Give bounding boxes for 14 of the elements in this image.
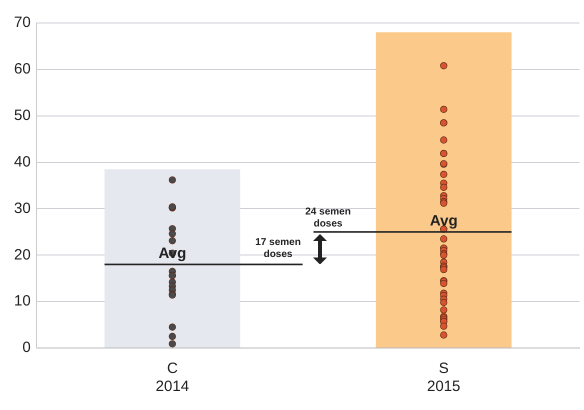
annotation: 24 semen doses: [305, 206, 351, 230]
x-tick-label: C 2014: [156, 360, 190, 396]
y-tick-label: 10: [14, 292, 31, 310]
ref-line-label: Avg: [158, 245, 186, 262]
y-tick-label: 50: [14, 107, 31, 124]
y-tick-label: 60: [14, 60, 31, 78]
annotation: 17 semen doses: [255, 237, 301, 260]
ref-line-label: Avg: [430, 212, 458, 230]
x-tick-label: S 2015: [427, 360, 460, 396]
y-tick-label: 0: [22, 339, 31, 356]
y-tick-label: 40: [14, 153, 31, 170]
y-tick-label: 70: [14, 14, 31, 32]
y-tick-label: 30: [14, 200, 31, 217]
y-tick-label: 20: [14, 246, 31, 264]
